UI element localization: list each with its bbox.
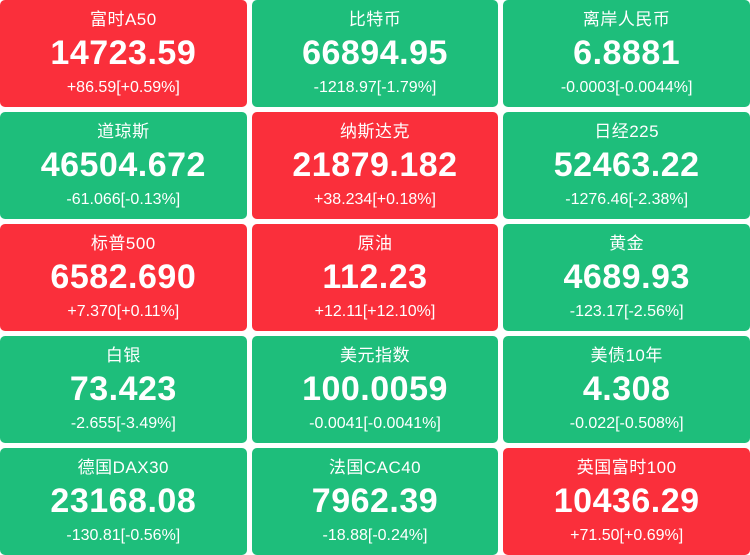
price-value: 4689.93 bbox=[563, 258, 690, 297]
quote-tile-crude-oil[interactable]: 原油 112.23 +12.11[+12.10%] bbox=[251, 224, 499, 331]
price-value: 6.8881 bbox=[573, 34, 681, 73]
instrument-name: 比特币 bbox=[348, 10, 402, 30]
instrument-name: 黄金 bbox=[609, 234, 645, 254]
quote-tile-us-10y-treasury[interactable]: 美债10年 4.308 -0.022[-0.508%] bbox=[503, 336, 750, 443]
price-change: -0.0041[-0.0041%] bbox=[309, 414, 441, 432]
instrument-name: 富时A50 bbox=[89, 10, 157, 30]
price-change: +7.370[+0.11%] bbox=[67, 302, 180, 320]
price-change: -0.022[-0.508%] bbox=[569, 414, 684, 432]
instrument-name: 美元指数 bbox=[339, 346, 410, 366]
price-change: -2.655[-3.49%] bbox=[70, 414, 176, 432]
quote-tile-gold[interactable]: 黄金 4689.93 -123.17[-2.56%] bbox=[503, 224, 750, 331]
instrument-name: 原油 bbox=[357, 234, 393, 254]
quote-tile-sp500[interactable]: 标普500 6582.690 +7.370[+0.11%] bbox=[0, 224, 247, 331]
price-value: 23168.08 bbox=[50, 482, 197, 521]
instrument-name: 日经225 bbox=[594, 122, 660, 142]
price-change: -0.0003[-0.0044%] bbox=[560, 78, 693, 96]
price-change: -123.17[-2.56%] bbox=[569, 302, 684, 320]
quote-tile-bitcoin[interactable]: 比特币 66894.95 -1218.97[-1.79%] bbox=[251, 0, 499, 107]
price-change: -1276.46[-2.38%] bbox=[565, 190, 689, 208]
price-change: -130.81[-0.56%] bbox=[66, 526, 181, 544]
quote-tile-silver[interactable]: 白银 73.423 -2.655[-3.49%] bbox=[0, 336, 247, 443]
price-change: +12.11[+12.10%] bbox=[314, 302, 436, 320]
instrument-name: 白银 bbox=[105, 346, 141, 366]
price-change: -61.066[-0.13%] bbox=[66, 190, 181, 208]
instrument-name: 英国富时100 bbox=[576, 458, 677, 478]
price-value: 14723.59 bbox=[50, 34, 197, 73]
price-value: 66894.95 bbox=[302, 34, 448, 73]
price-value: 46504.672 bbox=[40, 146, 206, 185]
instrument-name: 标普500 bbox=[90, 234, 156, 254]
price-change: -1218.97[-1.79%] bbox=[313, 78, 437, 96]
quote-tile-ftse-a50[interactable]: 富时A50 14723.59 +86.59[+0.59%] bbox=[0, 0, 247, 107]
quote-tile-ftse-100[interactable]: 英国富时100 10436.29 +71.50[+0.69%] bbox=[503, 448, 750, 555]
price-value: 52463.22 bbox=[553, 146, 700, 185]
price-change: -18.88[-0.24%] bbox=[322, 526, 428, 544]
quote-tile-cac40[interactable]: 法国CAC40 7962.39 -18.88[-0.24%] bbox=[251, 448, 499, 555]
price-value: 4.308 bbox=[582, 370, 671, 409]
instrument-name: 道琼斯 bbox=[97, 122, 150, 142]
quote-tile-nikkei-225[interactable]: 日经225 52463.22 -1276.46[-2.38%] bbox=[503, 112, 750, 219]
price-value: 112.23 bbox=[322, 258, 428, 297]
instrument-name: 德国DAX30 bbox=[77, 458, 170, 478]
quote-tile-offshore-rmb[interactable]: 离岸人民币 6.8881 -0.0003[-0.0044%] bbox=[503, 0, 750, 107]
price-value: 6582.690 bbox=[50, 258, 197, 297]
quote-tile-usd-index[interactable]: 美元指数 100.0059 -0.0041[-0.0041%] bbox=[251, 336, 499, 443]
price-value: 73.423 bbox=[69, 370, 177, 409]
price-change: +71.50[+0.69%] bbox=[570, 526, 684, 544]
quote-tile-dax30[interactable]: 德国DAX30 23168.08 -130.81[-0.56%] bbox=[0, 448, 247, 555]
price-value: 7962.39 bbox=[311, 482, 439, 521]
price-value: 21879.182 bbox=[292, 146, 458, 185]
instrument-name: 纳斯达克 bbox=[339, 122, 410, 142]
instrument-name: 法国CAC40 bbox=[328, 458, 422, 478]
price-change: +86.59[+0.59%] bbox=[66, 78, 180, 96]
price-value: 100.0059 bbox=[302, 370, 448, 409]
price-change: +38.234[+0.18%] bbox=[314, 190, 436, 208]
quote-tile-nasdaq[interactable]: 纳斯达克 21879.182 +38.234[+0.18%] bbox=[251, 112, 499, 219]
price-value: 10436.29 bbox=[553, 482, 700, 521]
instrument-name: 美债10年 bbox=[590, 346, 663, 366]
quote-tile-dow-jones[interactable]: 道琼斯 46504.672 -61.066[-0.13%] bbox=[0, 112, 247, 219]
instrument-name: 离岸人民币 bbox=[582, 10, 671, 30]
